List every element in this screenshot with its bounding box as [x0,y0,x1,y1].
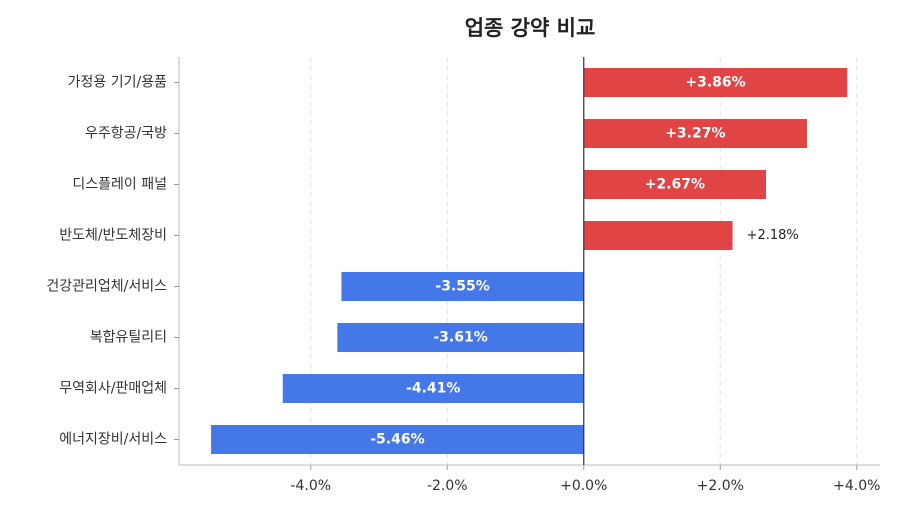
data-label: +2.18% [747,228,799,243]
bar [583,119,807,148]
y-tick-label: 건강관리업체/서비스 [46,279,167,295]
bar [583,68,848,97]
data-label: +2.67% [645,177,705,193]
bar [583,170,767,199]
data-label: -5.46% [370,432,424,448]
bar [337,323,584,352]
y-tick-label: 디스플레이 패널 [72,177,167,193]
x-tick-label: -2.0% [427,478,468,494]
y-tick-label: 우주항공/국방 [85,126,167,142]
y-tick-label: 에너지장비/서비스 [59,432,167,448]
x-tick-label: +4.0% [833,478,880,494]
y-tick-label: 무역회사/판매업체 [59,381,167,397]
data-label: +3.27% [665,126,725,142]
chart-title: 업종 강약 비교 [465,16,596,40]
bar [211,425,584,454]
data-label: +3.86% [685,75,745,91]
data-label: -3.55% [435,279,489,295]
data-label: -4.41% [406,381,460,397]
x-tick-label: -4.0% [290,478,331,494]
x-tick-label: +2.0% [697,478,744,494]
bar [341,272,584,301]
bar [583,221,733,250]
y-tick-label: 반도체/반도체장비 [59,228,167,244]
bar [282,374,584,403]
data-label: -3.61% [433,330,487,346]
x-tick-label: +0.0% [560,478,607,494]
y-tick-label: 복합유틸리티 [90,330,167,346]
y-tick-label: 가정용 기기/용품 [68,75,167,91]
